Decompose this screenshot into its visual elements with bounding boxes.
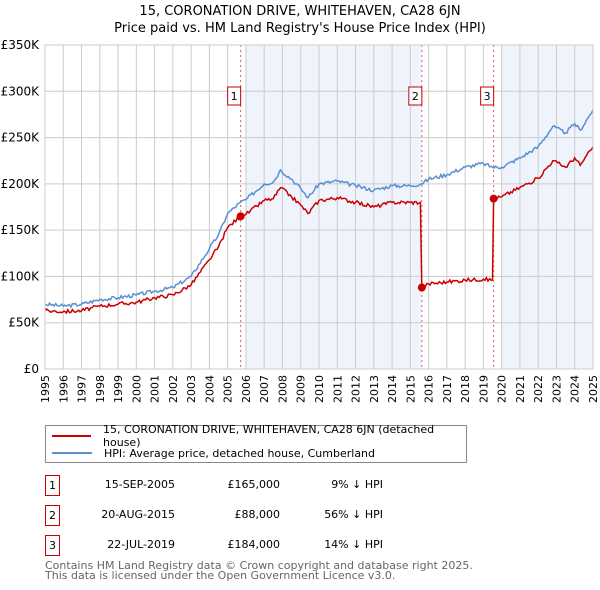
- footer-line: Contains HM Land Registry data © Crown c…: [45, 559, 473, 572]
- x-tick-label: 2025: [587, 375, 600, 403]
- sale-date: 22-JUL-2019: [107, 538, 175, 551]
- x-tick-label: 2022: [532, 375, 545, 403]
- footer-line: This data is licensed under the Open Gov…: [45, 569, 396, 582]
- x-tick-label: 2020: [496, 375, 509, 403]
- x-tick-label: 2016: [423, 375, 436, 403]
- chart-title: 15, CORONATION DRIVE, WHITEHAVEN, CA28 6…: [139, 4, 461, 19]
- sale-marker-box: [480, 86, 495, 106]
- y-tick-label: £100K: [1, 269, 41, 283]
- x-tick-label: 2023: [550, 375, 563, 403]
- x-tick-label: 2005: [222, 375, 235, 403]
- x-tick-label: 2013: [368, 375, 381, 403]
- x-tick-label: 2024: [569, 375, 582, 403]
- x-tick-label: 2002: [167, 375, 180, 403]
- sale-price: £184,000: [227, 538, 281, 551]
- x-tick-label: 2004: [203, 375, 216, 403]
- y-tick-label: £300K: [1, 84, 41, 98]
- x-tick-label: 2011: [331, 375, 344, 403]
- x-tick-label: 2015: [404, 375, 417, 403]
- x-tick-label: 2019: [477, 375, 490, 403]
- x-tick-label: 2009: [295, 375, 308, 403]
- x-tick-label: 1996: [57, 375, 70, 403]
- x-tick-label: 2018: [459, 375, 472, 403]
- series-line: [44, 146, 594, 315]
- y-tick-label: £0: [24, 362, 39, 376]
- y-tick-label: £200K: [1, 177, 41, 191]
- x-tick-label: 2017: [441, 375, 454, 403]
- footer: Contains HM Land Registry data © Crown c…: [45, 559, 473, 582]
- x-tick-label: 2012: [350, 375, 363, 403]
- x-tick-label: 2010: [313, 375, 326, 403]
- legend: 15, CORONATION DRIVE, WHITEHAVEN, CA28 6…: [45, 423, 467, 463]
- legend-label: HPI: Average price, detached house, Cumb…: [104, 446, 376, 460]
- series-line: [44, 109, 594, 309]
- shaded-period: [245, 45, 422, 369]
- y-tick-label: £50K: [8, 316, 40, 330]
- x-tick-label: 2006: [240, 375, 253, 403]
- sale-price: £165,000: [227, 478, 281, 491]
- sale-row: 2 20-AUG-2015 £88,000 56% ↓ HPI: [45, 505, 465, 526]
- x-tick-label: 2003: [185, 375, 198, 403]
- shaded-period: [501, 45, 593, 369]
- x-tick-label: 1998: [94, 375, 107, 403]
- sale-marker-label: 3: [484, 90, 491, 103]
- sale-price: £88,000: [234, 508, 281, 521]
- legend-swatch: [52, 452, 92, 454]
- y-tick-label: £250K: [1, 131, 41, 145]
- legend-item-hpi: HPI: Average price, detached house, Cumb…: [46, 445, 375, 461]
- x-tick-label: 2007: [258, 375, 271, 403]
- x-tick-label: 2008: [276, 375, 289, 403]
- x-tick-label: 1995: [39, 375, 52, 403]
- legend-item-property: 15, CORONATION DRIVE, WHITEHAVEN, CA28 6…: [46, 423, 466, 449]
- sale-marker-label: 3: [45, 535, 60, 556]
- sale-hpi-diff: 9% ↓ HPI: [331, 478, 383, 491]
- sale-marker-box: [227, 86, 242, 106]
- sale-point: [417, 283, 426, 292]
- x-tick-label: 2014: [386, 375, 399, 403]
- x-tick-label: 2001: [149, 375, 162, 403]
- sale-row: 3 22-JUL-2019 £184,000 14% ↓ HPI: [45, 535, 465, 556]
- x-tick-label: 2000: [130, 375, 143, 403]
- plot-border: [44, 44, 594, 370]
- chart-subtitle: Price paid vs. HM Land Registry's House …: [114, 21, 486, 36]
- sale-hpi-diff: 56% ↓ HPI: [324, 508, 383, 521]
- plot-area: 1995 1996 1997 1998 1999 2000 2001 2002 2003 2004…: [1, 38, 600, 403]
- sale-row: 1 15-SEP-2005 £165,000 9% ↓ HPI: [45, 475, 465, 496]
- sale-point: [236, 212, 245, 221]
- sale-marker-label: 1: [45, 475, 60, 496]
- legend-label: 15, CORONATION DRIVE, WHITEHAVEN, CA28 6…: [103, 423, 435, 449]
- y-tick-label: £350K: [1, 38, 41, 52]
- sale-marker-label: 1: [231, 90, 238, 103]
- sale-marker-box: [408, 86, 423, 106]
- x-tick-label: 2021: [514, 375, 527, 403]
- sale-date: 20-AUG-2015: [101, 508, 175, 521]
- sale-point: [489, 194, 498, 203]
- sale-marker-label: 2: [412, 90, 419, 103]
- sale-date: 15-SEP-2005: [104, 478, 175, 491]
- sale-marker-label: 2: [45, 505, 60, 526]
- x-tick-label: 1999: [112, 375, 125, 403]
- y-tick-label: £150K: [1, 223, 41, 237]
- x-tick-label: 1997: [76, 375, 89, 403]
- legend-swatch: [52, 435, 92, 437]
- sale-hpi-diff: 14% ↓ HPI: [324, 538, 383, 551]
